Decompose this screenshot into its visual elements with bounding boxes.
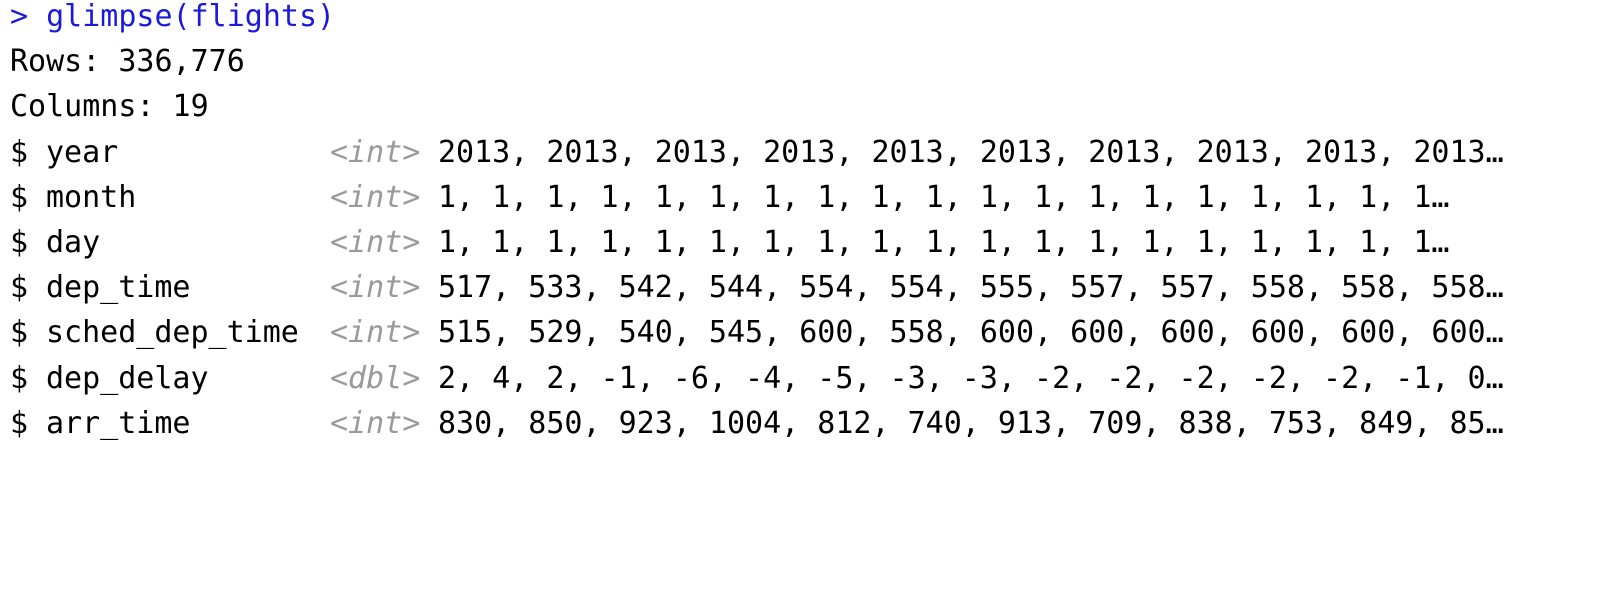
rows-count-line: Rows: 336,776 xyxy=(10,44,245,80)
column-prefix: $ xyxy=(10,179,29,215)
columns-count-line: Columns: 19 xyxy=(10,89,209,125)
column-name: dep_delay xyxy=(46,360,209,396)
column-name: day xyxy=(46,224,101,260)
column-type: <int> xyxy=(330,134,421,170)
column-values: 515, 529, 540, 545, 600, 558, 600, 600, … xyxy=(438,315,1504,351)
column-row-dep-time: $ dep_time <int> 517, 533, 542, 544, 554… xyxy=(10,271,1610,316)
column-values: 2, 4, 2, -1, -6, -4, -5, -3, -3, -2, -2,… xyxy=(438,360,1504,396)
column-row-day: $ day <int> 1, 1, 1, 1, 1, 1, 1, 1, 1, 1… xyxy=(10,224,1610,271)
column-type: <int> xyxy=(330,405,421,441)
column-values: 517, 533, 542, 544, 554, 554, 555, 557, … xyxy=(438,270,1504,306)
column-name: dep_time xyxy=(46,270,191,306)
column-prefix: $ xyxy=(10,405,29,441)
column-name: month xyxy=(46,179,137,215)
column-prefix: $ xyxy=(10,134,29,170)
column-values: 1, 1, 1, 1, 1, 1, 1, 1, 1, 1, 1, 1, 1, 1… xyxy=(438,224,1450,260)
column-prefix: $ xyxy=(10,224,29,260)
column-prefix: $ xyxy=(10,270,29,306)
column-row-dep-delay: $ dep_delay <dbl> 2, 4, 2, -1, -6, -4, -… xyxy=(10,360,1610,407)
column-type: <dbl> xyxy=(330,360,421,396)
column-values: 1, 1, 1, 1, 1, 1, 1, 1, 1, 1, 1, 1, 1, 1… xyxy=(438,179,1450,215)
r-console-output: > glimpse(flights) Rows: 336,776 Columns… xyxy=(10,0,1610,452)
column-type: <int> xyxy=(330,315,421,351)
column-values: 2013, 2013, 2013, 2013, 2013, 2013, 2013… xyxy=(438,134,1504,170)
column-type: <int> xyxy=(330,270,421,306)
column-row-year: $ year <int> 2013, 2013, 2013, 2013, 201… xyxy=(10,134,1610,181)
column-name: arr_time xyxy=(46,405,191,441)
column-name: year xyxy=(46,134,119,170)
column-prefix: $ xyxy=(10,315,29,351)
column-values: 830, 850, 923, 1004, 812, 740, 913, 709,… xyxy=(438,405,1504,441)
column-row-sched-dep-time: $ sched_dep_time <int> 515, 529, 540, 54… xyxy=(10,316,1610,361)
column-type: <int> xyxy=(330,224,421,260)
column-prefix: $ xyxy=(10,360,29,396)
column-row-month: $ month <int> 1, 1, 1, 1, 1, 1, 1, 1, 1,… xyxy=(10,179,1610,226)
column-name: sched_dep_time xyxy=(46,315,299,351)
column-type: <int> xyxy=(330,179,421,215)
console-command-line[interactable]: > glimpse(flights) xyxy=(10,0,336,34)
column-row-arr-time: $ arr_time <int> 830, 850, 923, 1004, 81… xyxy=(10,405,1610,452)
